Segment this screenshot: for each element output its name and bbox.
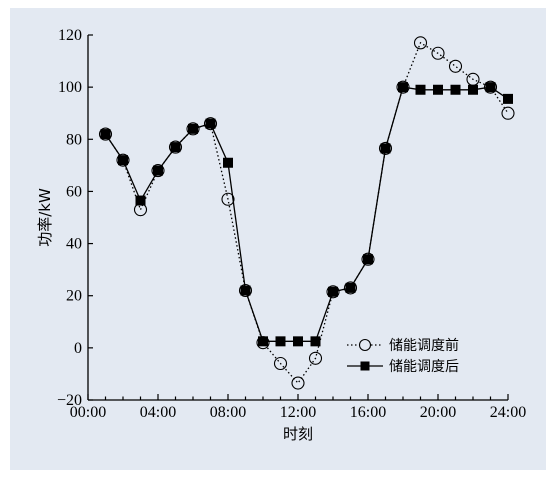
series-after-marker xyxy=(398,82,408,93)
series-before-marker xyxy=(186,122,200,136)
series-before-marker xyxy=(431,46,445,60)
series-before-marker xyxy=(361,252,375,266)
series-after-marker xyxy=(415,84,426,95)
series-after-marker xyxy=(170,142,181,153)
x-tick-label: 12:00 xyxy=(280,404,316,421)
series-after-marker xyxy=(188,123,198,134)
series-before-marker xyxy=(448,59,463,73)
y-tick-label: −20 xyxy=(57,392,82,409)
series-after-marker xyxy=(153,165,163,176)
y-tick-label: 120 xyxy=(58,27,82,44)
series-after-marker xyxy=(118,155,128,166)
x-axis-ticks: 00:00 04:00 08:00 12:00 16:00 20:00 24:00 xyxy=(70,394,526,421)
series-after-marker xyxy=(293,336,303,347)
series-after-marker xyxy=(100,129,111,140)
series-before-marker xyxy=(396,80,410,94)
chart-panel: −20 0 20 40 60 80 100 120 00:00 04:00 08:00 12:00 1… xyxy=(10,8,546,470)
series-before-marker xyxy=(308,351,323,365)
series-after-marker xyxy=(223,157,233,168)
series-before-marker xyxy=(483,80,498,94)
series-after-marker xyxy=(363,254,373,265)
x-axis-label: 时刻 xyxy=(283,425,313,443)
series-before-marker xyxy=(378,141,393,155)
series-after-marker xyxy=(450,84,461,95)
y-tick-label: 40 xyxy=(66,236,82,253)
x-tick-label: 08:00 xyxy=(210,404,246,421)
x-tick-label: 24:00 xyxy=(490,404,526,421)
series-after-marker xyxy=(433,84,443,95)
series-before-marker xyxy=(151,164,165,178)
y-axis-label: 功率/kW xyxy=(36,188,54,247)
series-after-marker xyxy=(468,84,478,95)
series-before-marker xyxy=(343,281,358,295)
x-tick-label: 16:00 xyxy=(350,404,386,421)
series-before-marker xyxy=(116,153,130,167)
legend-before-marker xyxy=(358,338,372,352)
series-before-marker xyxy=(221,192,235,206)
series-after-marker xyxy=(380,143,391,154)
legend-label: 储能调度前 xyxy=(389,337,459,354)
series-before-marker xyxy=(238,283,253,298)
y-tick-label: 0 xyxy=(74,340,82,357)
y-tick-label: 60 xyxy=(66,183,82,200)
series-before-marker xyxy=(326,285,340,299)
series-after-marker xyxy=(310,336,321,347)
series-after-marker xyxy=(345,282,356,293)
legend-label: 储能调度后 xyxy=(389,359,459,375)
legend-after-marker xyxy=(360,361,370,371)
series-before-marker xyxy=(291,376,305,390)
series-after-marker xyxy=(135,195,146,206)
y-tick-label: 100 xyxy=(58,79,82,96)
series-after-marker xyxy=(240,285,251,296)
series-after-marker xyxy=(503,93,513,104)
series-before-marker xyxy=(98,127,113,141)
series-before-marker xyxy=(273,356,288,371)
x-tick-label: 04:00 xyxy=(140,404,176,421)
power-chart: −20 0 20 40 60 80 100 120 00:00 04:00 08:00 12:00 1… xyxy=(36,27,526,443)
series-after-line xyxy=(104,86,509,342)
series-after-marker xyxy=(275,336,286,347)
series-after-marker xyxy=(205,118,216,129)
series-after-marker xyxy=(258,336,268,347)
series-layer xyxy=(98,36,515,390)
series-before-marker xyxy=(168,140,183,154)
x-tick-label: 20:00 xyxy=(420,404,456,421)
series-before-marker xyxy=(413,36,428,50)
y-tick-label: 80 xyxy=(66,131,82,148)
y-tick-label: 20 xyxy=(66,288,82,305)
y-axis-ticks: −20 0 20 40 60 80 100 120 xyxy=(57,27,93,409)
series-before-marker xyxy=(203,117,218,131)
series-after-marker xyxy=(328,286,338,297)
x-tick-label: 00:00 xyxy=(70,404,106,421)
series-before-line xyxy=(104,41,509,385)
series-after-marker xyxy=(485,82,496,93)
series-before-marker xyxy=(501,106,515,120)
